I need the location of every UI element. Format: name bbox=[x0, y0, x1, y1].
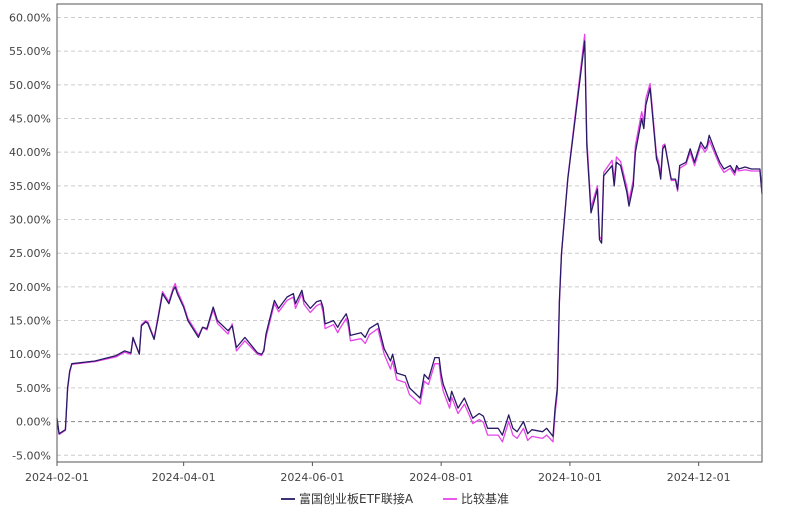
series-line-0 bbox=[56, 40, 763, 438]
y-tick-label: 10.00% bbox=[9, 348, 51, 361]
x-tick-label: 2024-08-01 bbox=[409, 471, 473, 484]
y-axis-tick-labels: -5.00% 0.00% 5.00% 10.00% 15.00% 20.00% 25.00%… bbox=[9, 11, 51, 462]
x-tick-label: 2024-10-01 bbox=[538, 471, 602, 484]
series-line-1 bbox=[56, 33, 763, 443]
x-tick-label: 2024-12-01 bbox=[667, 471, 731, 484]
legend-label: 比较基准 bbox=[461, 491, 509, 506]
y-tick-label: 45.00% bbox=[9, 113, 51, 126]
legend: 富国创业板ETF联接A 比较基准 bbox=[281, 491, 509, 506]
y-tick-label: 30.00% bbox=[9, 214, 51, 227]
y-tick-label: 50.00% bbox=[9, 79, 51, 92]
y-tick-label: 35.00% bbox=[9, 180, 51, 193]
series-lines bbox=[56, 33, 763, 443]
x-tick-label: 2024-06-01 bbox=[280, 471, 344, 484]
x-tick-label: 2024-04-01 bbox=[152, 471, 216, 484]
y-tick-label: 20.00% bbox=[9, 281, 51, 294]
y-tick-label: 25.00% bbox=[9, 247, 51, 260]
grid-lines bbox=[57, 16, 762, 456]
legend-label: 富国创业板ETF联接A bbox=[299, 491, 414, 506]
y-tick-label: 55.00% bbox=[9, 45, 51, 58]
y-tick-label: -5.00% bbox=[12, 449, 51, 462]
plot-frame bbox=[56, 3, 763, 463]
y-tick-label: 15.00% bbox=[9, 315, 51, 328]
y-tick-label: 5.00% bbox=[16, 382, 51, 395]
y-tick-label: 60.00% bbox=[9, 11, 51, 24]
y-tick-label: 0.00% bbox=[16, 416, 51, 429]
x-tick-label: 2024-02-01 bbox=[25, 471, 89, 484]
x-axis-tick-labels: 2024-02-01 2024-04-01 2024-06-01 2024-08-01… bbox=[25, 462, 731, 484]
y-tick-label: 40.00% bbox=[9, 146, 51, 159]
